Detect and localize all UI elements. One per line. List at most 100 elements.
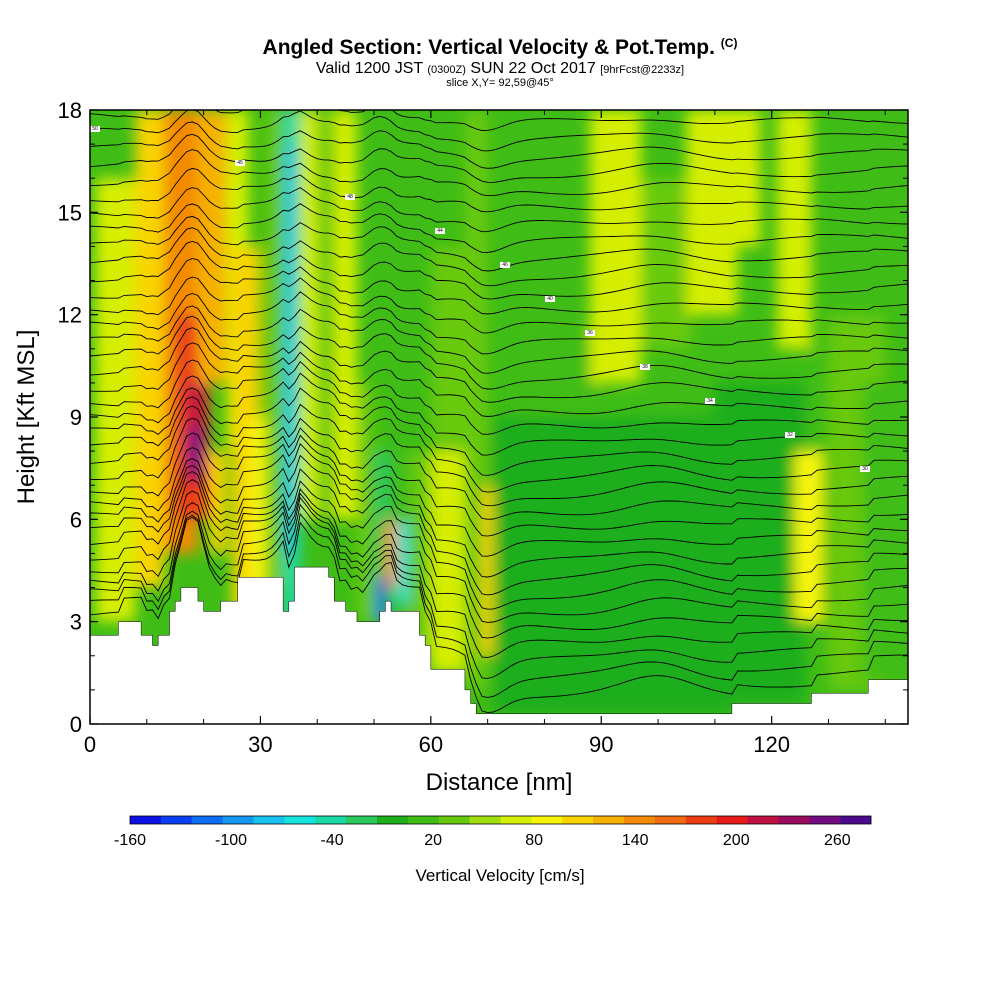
colorbar-swatch [346,816,378,824]
y-tick-label: 6 [70,507,82,532]
isentrope-line [90,396,908,493]
isentrope-label-bg [785,432,795,438]
isentrope-line [90,291,908,355]
slice-info: slice X,Y= 92,59@45° [446,77,554,89]
velocity-cell [493,417,545,714]
colorbar-swatch [809,816,841,824]
chart-title: Angled Section: Vertical Velocity & Pot.… [0,36,1000,60]
isentrope-label: 40 [547,296,553,302]
colorbar-swatch [500,816,532,824]
forecast-info: [9hrFcst@2233z] [600,64,685,76]
isentrope-line [90,470,908,610]
isentrope-label-bg [435,228,445,234]
isentrope-line [90,432,908,537]
chart-title-unit: (C) [720,36,738,50]
y-tick-label: 18 [58,98,82,123]
colorbar-swatch [222,816,254,824]
colorbar-swatch [160,816,193,824]
isentrope-line [90,133,908,183]
x-tick-label: 30 [248,732,272,757]
colorbar-swatch [191,816,223,824]
velocity-cell [95,178,136,622]
colorbar-swatch [562,816,594,824]
colorbar-swatch [593,816,625,824]
isentrope-labels: 5045484446403638343230282624222018 [90,126,945,506]
isentrope-line [90,110,908,152]
isentrope-label-bg [90,126,100,132]
velocity-cell [430,246,465,452]
velocity-cell [521,331,602,417]
isentrope-label: 36 [587,330,593,336]
isentrope-line [90,503,908,679]
colorbar-frame [129,815,872,825]
isentrope-line [90,149,908,197]
velocity-cell [385,519,397,588]
isentrope-label: 50 [92,126,98,132]
isentrope-label: 48 [347,194,353,200]
isentrope-line [90,240,908,300]
terrain [90,566,908,724]
colorbar-swatch [531,816,563,824]
velocity-cell [376,577,386,622]
colorbar-tick-label: 260 [824,832,851,849]
x-tick-label: 0 [84,732,96,757]
isentrope-line [90,276,908,334]
colorbar-swatch [840,816,872,824]
isentrope-line [90,305,908,374]
colorbar-tick-label: 140 [622,832,649,849]
isentrope-line [90,121,908,169]
colorbar-swatch [253,816,285,824]
isentrope-label-bg [860,466,870,472]
colorbar-tick-label: 80 [525,832,543,849]
isentrope-line [90,258,908,315]
velocity-cell [589,110,642,383]
colorbar-tick-label: -40 [321,832,344,849]
isentrope-line [90,496,908,658]
x-tick-label: 60 [419,732,443,757]
isentrope-line [90,417,908,520]
colorbar-swatch [130,816,162,824]
isentrope-label-bg [545,296,555,302]
plot-area: 5045484446403638343230282624222018 [90,110,945,724]
chart-subtitle: Valid 1200 JST (0300Z) SUN 22 Oct 2017 [… [0,60,1000,78]
isentrope-label: 44 [437,228,443,234]
velocity-cell [285,144,295,554]
velocity-cell [396,519,409,605]
isentrope-line [90,454,908,578]
valid-date: SUN 22 Oct 2017 [470,60,596,77]
colorbar-tick-label: -160 [114,832,146,849]
isentrope-line [90,387,908,476]
colorbar-swatch [315,816,347,824]
y-axis-label: Height [Kft MSL] [13,330,40,505]
isentrope-line [90,342,908,417]
isentrope-label: 46 [502,262,508,268]
isentrope-label: 45 [237,160,243,166]
x-tick-label: 120 [753,732,790,757]
x-tick-label: 90 [589,732,613,757]
velocity-cell [356,382,375,622]
chart-title-text: Angled Section: Vertical Velocity & Pot.… [262,36,715,59]
isentrope-line [90,215,908,272]
colorbar-swatch [716,816,748,824]
velocity-cell [714,382,806,704]
isentrope-label-bg [500,262,510,268]
isentrope-line [90,187,908,233]
isentrope-line [90,227,908,287]
colorbar-swatch [377,816,409,824]
isentrope-line [90,327,908,403]
isentrope-line [90,464,908,596]
x-axis-label: Distance [nm] [426,769,573,796]
velocity-cell [737,110,761,247]
isentrope-line [90,490,908,639]
velocity-cell [862,382,908,680]
colorbar-tick-label: 20 [424,832,442,849]
isentrope-label-bg [935,500,945,506]
y-tick-label: 9 [70,405,82,430]
isentrope-line [90,359,908,435]
isentrope-line [90,512,908,698]
isentrope-line [90,442,908,557]
velocity-cell [249,417,267,588]
isentrope-label: 34 [707,398,713,404]
isentrope-line [481,110,491,111]
